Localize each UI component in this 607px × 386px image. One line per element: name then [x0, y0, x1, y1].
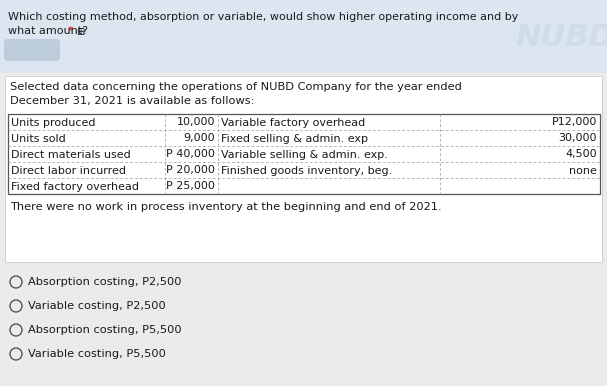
Text: NUBD: NUBD [515, 24, 607, 52]
Text: Fixed factory overhead: Fixed factory overhead [11, 181, 139, 191]
Text: P 20,000: P 20,000 [166, 166, 215, 176]
Text: Direct materials used: Direct materials used [11, 149, 131, 159]
Text: what amount?: what amount? [8, 26, 92, 36]
Text: Which costing method, absorption or variable, would show higher operating income: Which costing method, absorption or vari… [8, 12, 518, 22]
Text: P12,000: P12,000 [552, 117, 597, 127]
Text: *: * [68, 26, 73, 36]
Text: Units sold: Units sold [11, 134, 66, 144]
Text: 4,500: 4,500 [565, 149, 597, 159]
Text: Selected data concerning the operations of NUBD Company for the year ended: Selected data concerning the operations … [10, 82, 462, 92]
Text: P 25,000: P 25,000 [166, 181, 215, 191]
FancyBboxPatch shape [4, 39, 60, 61]
Text: There were no work in process inventory at the beginning and end of 2021.: There were no work in process inventory … [10, 202, 442, 212]
Text: Variable factory overhead: Variable factory overhead [221, 117, 365, 127]
Text: none: none [569, 166, 597, 176]
Text: Finished goods inventory, beg.: Finished goods inventory, beg. [221, 166, 392, 176]
Text: December 31, 2021 is available as follows:: December 31, 2021 is available as follow… [10, 96, 254, 106]
Text: ⊞: ⊞ [76, 27, 84, 37]
Text: Units produced: Units produced [11, 117, 95, 127]
Text: Variable costing, P5,500: Variable costing, P5,500 [28, 349, 166, 359]
Text: 10,000: 10,000 [177, 117, 215, 127]
Text: Fixed selling & admin. exp: Fixed selling & admin. exp [221, 134, 368, 144]
Text: Absorption costing, P5,500: Absorption costing, P5,500 [28, 325, 181, 335]
Text: Direct labor incurred: Direct labor incurred [11, 166, 126, 176]
Text: 9,000: 9,000 [183, 134, 215, 144]
FancyBboxPatch shape [5, 76, 602, 262]
Text: 30,000: 30,000 [558, 134, 597, 144]
Text: Absorption costing, P2,500: Absorption costing, P2,500 [28, 277, 181, 287]
Text: P 40,000: P 40,000 [166, 149, 215, 159]
FancyBboxPatch shape [0, 0, 607, 73]
Text: Variable selling & admin. exp.: Variable selling & admin. exp. [221, 149, 388, 159]
Text: Variable costing, P2,500: Variable costing, P2,500 [28, 301, 166, 311]
